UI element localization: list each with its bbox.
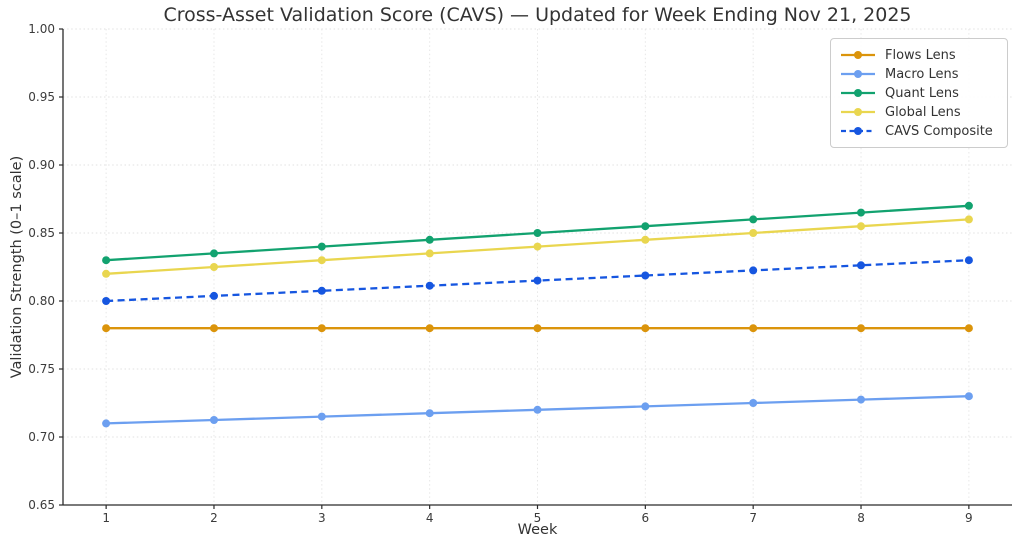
data-point-cavs-composite <box>425 281 434 290</box>
x-tick-label: 3 <box>318 511 326 525</box>
legend-marker-icon <box>841 51 875 59</box>
data-point-flows-lens <box>102 324 111 333</box>
x-tick-label: 5 <box>534 511 542 525</box>
data-point-flows-lens <box>857 324 865 333</box>
data-point-global-lens <box>210 263 218 271</box>
chart-title: Cross-Asset Validation Score (CAVS) — Up… <box>163 4 912 26</box>
y-tick-label: 0.90 <box>28 158 55 172</box>
data-point-quant-lens <box>210 249 218 258</box>
data-point-global-lens <box>857 222 865 231</box>
data-point-flows-lens <box>210 324 218 333</box>
data-point-flows-lens <box>317 324 326 333</box>
legend-label: CAVS Composite <box>885 123 993 139</box>
data-point-global-lens <box>425 249 434 258</box>
legend-label: Macro Lens <box>885 66 959 82</box>
x-tick-label: 6 <box>642 511 650 525</box>
data-point-macro-lens <box>210 416 218 424</box>
data-point-quant-lens <box>317 242 326 251</box>
x-tick-label: 8 <box>857 511 865 525</box>
legend-marker-icon <box>841 89 875 97</box>
y-tick-label: 0.75 <box>28 362 55 376</box>
legend-item-flows-lens: Flows Lens <box>840 46 997 64</box>
data-point-cavs-composite <box>749 266 758 275</box>
data-point-quant-lens <box>857 208 865 217</box>
legend-marker-icon <box>841 70 875 78</box>
legend-item-cavs-composite: CAVS Composite <box>840 122 997 140</box>
y-tick-label: 0.80 <box>28 294 55 308</box>
legend-item-quant-lens: Quant Lens <box>840 84 997 102</box>
legend-label: Global Lens <box>885 104 961 120</box>
legend-item-global-lens: Global Lens <box>840 103 997 121</box>
data-point-quant-lens <box>641 222 650 231</box>
legend-label: Flows Lens <box>885 47 956 63</box>
data-point-macro-lens <box>102 419 111 428</box>
data-point-macro-lens <box>749 399 758 407</box>
x-tick-label: 1 <box>102 511 110 525</box>
x-tick-label: 9 <box>965 511 973 525</box>
x-tick-label: 7 <box>749 511 757 525</box>
y-tick-label: 0.95 <box>28 90 55 104</box>
data-point-cavs-composite <box>102 297 111 305</box>
legend-item-macro-lens: Macro Lens <box>840 65 997 83</box>
x-tick-label: 4 <box>426 511 434 525</box>
data-point-macro-lens <box>641 402 650 411</box>
data-point-macro-lens <box>964 392 973 401</box>
data-point-macro-lens <box>317 412 326 421</box>
data-point-cavs-composite <box>317 286 326 295</box>
y-tick-label: 0.85 <box>28 226 55 240</box>
data-point-quant-lens <box>749 215 758 224</box>
data-point-macro-lens <box>425 409 434 418</box>
data-point-quant-lens <box>102 256 111 265</box>
data-point-flows-lens <box>964 324 973 333</box>
data-point-global-lens <box>102 269 111 278</box>
data-point-global-lens <box>533 242 542 251</box>
data-point-cavs-composite <box>533 276 542 285</box>
data-point-global-lens <box>749 229 758 237</box>
data-point-global-lens <box>964 215 973 224</box>
data-point-global-lens <box>317 256 326 265</box>
data-point-global-lens <box>641 235 650 244</box>
x-axis-label: Week <box>517 522 558 538</box>
data-point-quant-lens <box>425 235 434 244</box>
data-point-flows-lens <box>641 324 650 333</box>
x-tick-label: 2 <box>210 511 218 525</box>
data-point-macro-lens <box>857 395 865 404</box>
data-point-quant-lens <box>533 229 542 237</box>
data-point-flows-lens <box>533 324 542 333</box>
data-point-macro-lens <box>533 405 542 414</box>
data-point-cavs-composite <box>857 261 865 270</box>
data-point-cavs-composite <box>964 256 973 265</box>
data-point-cavs-composite <box>641 271 650 280</box>
legend-label: Quant Lens <box>885 85 959 101</box>
data-point-cavs-composite <box>210 291 218 300</box>
y-tick-label: 0.65 <box>28 498 55 512</box>
data-point-quant-lens <box>964 201 973 210</box>
data-point-flows-lens <box>425 324 434 333</box>
legend-marker-icon <box>841 108 875 116</box>
legend: Flows Lens Macro Lens Quant Lens Global Len… <box>830 38 1008 148</box>
data-point-flows-lens <box>749 324 758 333</box>
legend-marker-icon <box>841 127 875 135</box>
y-tick-label: 1.00 <box>28 22 55 36</box>
y-tick-label: 0.70 <box>28 430 55 444</box>
